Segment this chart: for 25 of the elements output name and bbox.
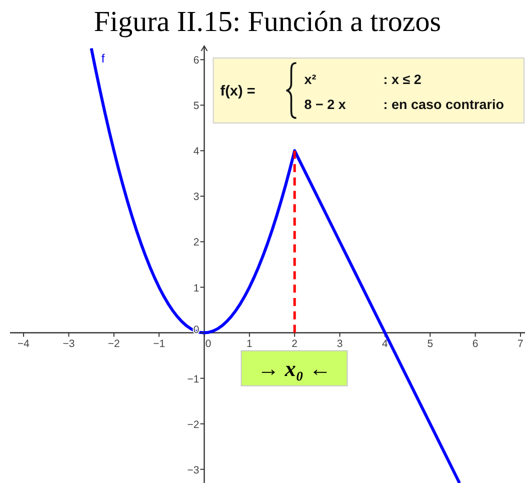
x-tick-label: −1: [153, 338, 166, 350]
x-tick-label: −3: [62, 338, 75, 350]
y-tick-label: 6: [193, 54, 200, 67]
annotation: → x₀ ←: [257, 356, 332, 381]
x-tick-label: 0: [205, 338, 212, 350]
series-label: f: [101, 51, 106, 66]
x-tick-label: 7: [518, 338, 524, 350]
x-tick-label: 5: [427, 338, 434, 350]
y-tick-label: 5: [193, 100, 200, 112]
x-tick-label: 1: [246, 338, 253, 350]
x-tick-label: −2: [108, 338, 120, 350]
x-tick-label: 3: [336, 338, 343, 350]
y-tick-label: −2: [187, 418, 200, 431]
y-tick-label: −1: [187, 373, 200, 386]
x-tick-label: −4: [18, 338, 30, 350]
x-tick-label: 6: [472, 338, 478, 350]
y-tick-label: −3: [187, 464, 200, 476]
chart-title: Figura II.15: Función a trozos: [94, 6, 442, 38]
y-tick-label: 3: [193, 191, 200, 204]
x-tick-label: 4: [382, 338, 388, 350]
y-tick-label: 1: [193, 282, 200, 294]
y-tick-label: 4: [193, 146, 200, 158]
x-tick-label: 2: [292, 338, 298, 350]
y-tick-label: 2: [193, 236, 200, 249]
text: f(x) = x² : x ≤ 2 8 − 2 x : en caso contrario: [220, 72, 504, 112]
